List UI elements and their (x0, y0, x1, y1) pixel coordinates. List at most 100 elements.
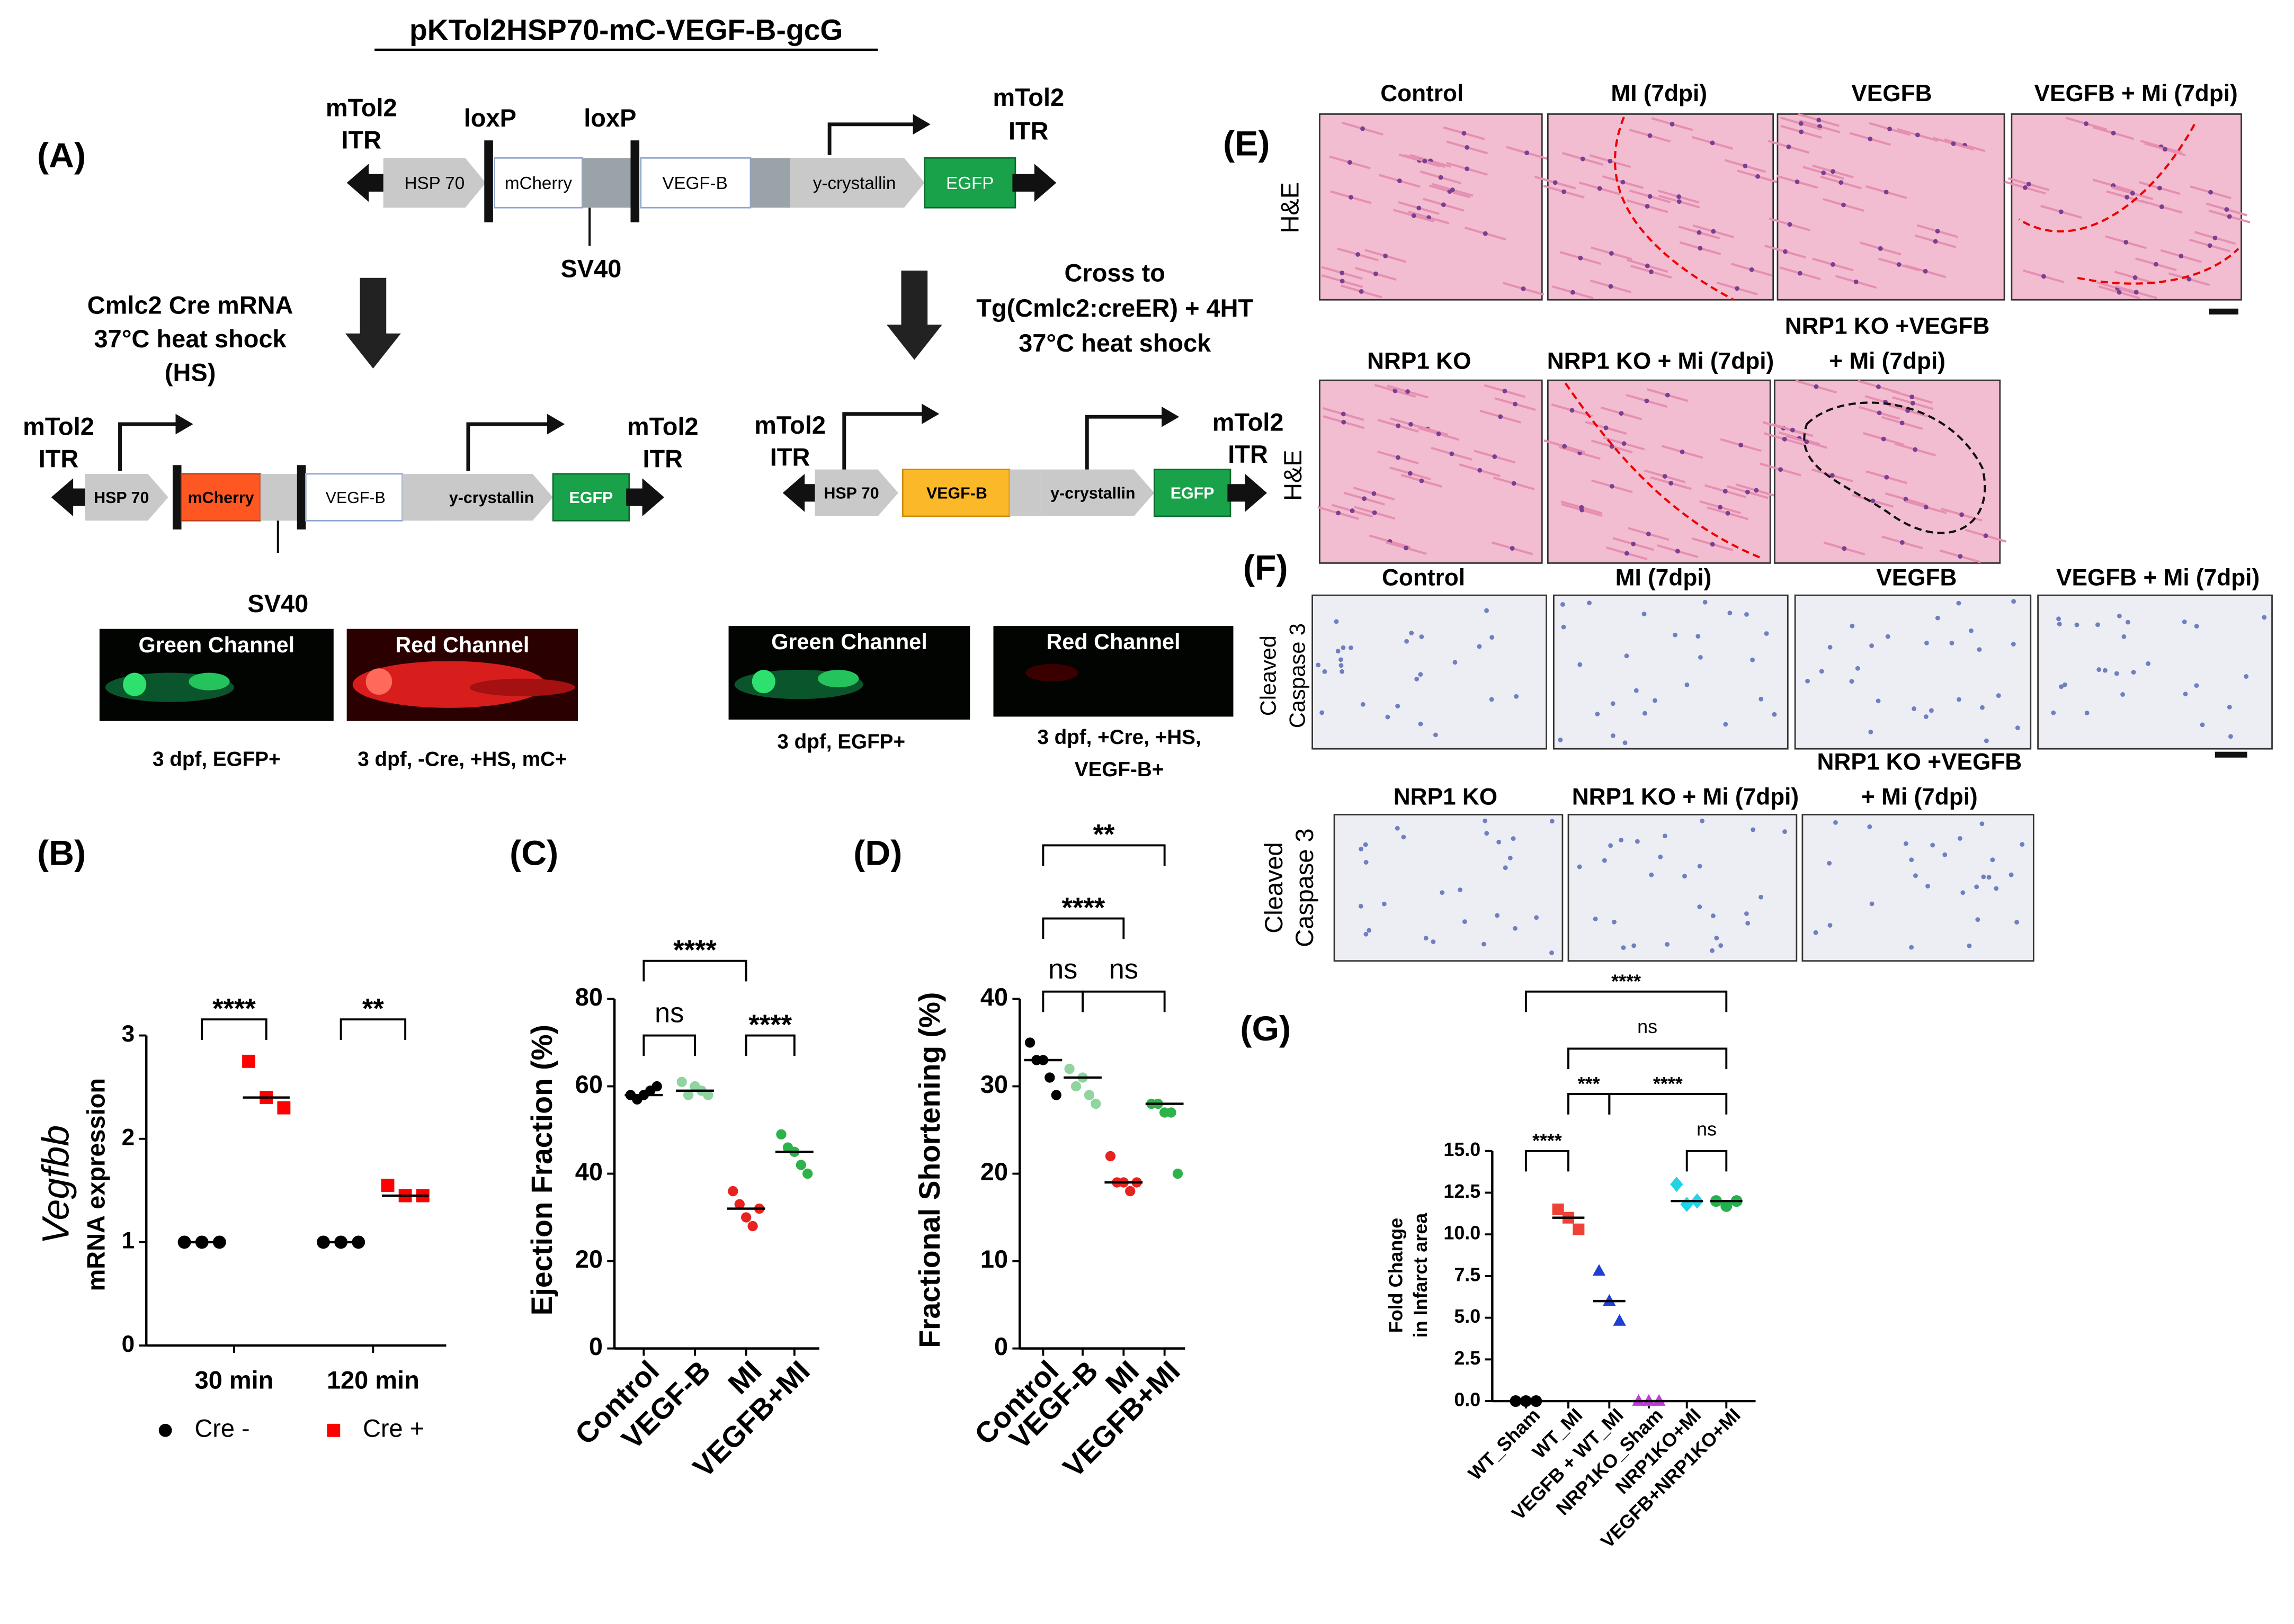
cell-nucleus (1986, 875, 1992, 880)
cell-nucleus (1850, 623, 1855, 629)
cell-nucleus (1969, 628, 1974, 633)
label: ITR (39, 444, 79, 472)
column-header: VEGFB + Mi (7dpi) (2056, 564, 2260, 590)
cell-nucleus (1514, 694, 1519, 699)
cell-nucleus (1440, 890, 1445, 895)
cell-nucleus (1597, 186, 1602, 191)
cell-nucleus (2011, 599, 2016, 604)
cell-nucleus (1772, 712, 1777, 717)
cell-nucleus (1929, 708, 1934, 713)
label: mTol2 (326, 94, 397, 122)
cell-nucleus (1319, 710, 1325, 715)
cell-nucleus (1608, 284, 1613, 289)
cell-nucleus (1750, 657, 1755, 662)
cell-nucleus (1786, 144, 1791, 149)
cell-nucleus (1653, 698, 1657, 703)
cell-nucleus (1723, 722, 1728, 727)
cell-nucleus (1979, 821, 1985, 827)
cell-nucleus (1710, 948, 1715, 953)
cell-nucleus (1697, 230, 1702, 235)
cell-nucleus (1395, 704, 1400, 708)
cell-nucleus (1483, 818, 1488, 823)
data-point (1552, 1203, 1564, 1216)
cell-nucleus (1341, 411, 1346, 417)
promoter-block (439, 473, 554, 521)
cell-nucleus (1755, 174, 1760, 179)
cell-nucleus (1868, 136, 1873, 141)
cell-nucleus (1983, 533, 1988, 539)
cell-nucleus (1363, 860, 1369, 865)
y-axis-label: Vegfbb (34, 1125, 77, 1244)
cell-nucleus (1698, 246, 1703, 251)
label: VEGF-B (662, 174, 727, 193)
infarct-outline (1613, 116, 1735, 301)
cell-nucleus (1675, 549, 1680, 554)
row-label: H&E (1279, 450, 1307, 501)
cell-nucleus (1350, 508, 1355, 514)
label: loxP (584, 104, 636, 132)
construct-block (640, 157, 752, 209)
label: 3 dpf, +Cre, +HS, (1037, 726, 1201, 749)
promoter-arrowhead (922, 403, 940, 424)
cell-nucleus (2208, 190, 2213, 195)
micrograph (1794, 594, 2032, 750)
significance-label: ns (1109, 954, 1138, 985)
cell-nucleus (1423, 936, 1429, 941)
construct-block (552, 473, 630, 522)
cell-nucleus (1909, 945, 1914, 950)
cell-nucleus (1673, 632, 1677, 638)
promoter-arrow (118, 422, 179, 471)
cell-nucleus (1461, 131, 1467, 136)
cell-nucleus (1885, 634, 1890, 639)
cell-nucleus (1821, 171, 1826, 175)
cell-nucleus (1635, 839, 1640, 844)
cell-nucleus (1913, 447, 1918, 452)
cell-nucleus (1887, 127, 1893, 132)
cell-nucleus (1510, 546, 1515, 551)
cell-nucleus (1561, 624, 1566, 630)
cell-nucleus (1341, 645, 1346, 650)
significance-bracket (1685, 1150, 1728, 1172)
cell-nucleus (1684, 682, 1690, 687)
cell-nucleus (1521, 286, 1526, 291)
label: VEGF-B (926, 484, 987, 503)
significance-label: ns (1697, 1119, 1717, 1140)
promoter-block (85, 473, 168, 521)
cell-nucleus (1587, 600, 1592, 606)
cell-nucleus (1503, 865, 1508, 871)
cell-nucleus (1367, 928, 1372, 933)
cell-nucleus (1912, 706, 1916, 711)
cell-nucleus (2121, 634, 2127, 639)
significance-bracket (642, 1034, 696, 1056)
cell-nucleus (1404, 545, 1408, 551)
cell-nucleus (1383, 253, 1388, 258)
scale-bar (2215, 751, 2247, 758)
data-point (683, 1090, 694, 1100)
label: y-crystallin (813, 174, 896, 193)
cell-nucleus (1700, 818, 1705, 823)
cell-nucleus (1923, 714, 1929, 719)
cell-nucleus (1338, 657, 1343, 662)
cell-nucleus (1641, 612, 1647, 616)
cell-nucleus (1896, 262, 1902, 267)
data-point (1166, 1107, 1176, 1118)
significance-bracket (642, 959, 747, 982)
cell-nucleus (1754, 488, 1759, 493)
loxp-bar (172, 465, 182, 530)
cell-nucleus (1798, 121, 1804, 126)
data-point (1592, 1264, 1606, 1276)
fluorescence-signal (469, 678, 575, 696)
data-point (676, 1076, 687, 1087)
cell-nucleus (2179, 254, 2184, 259)
cell-nucleus (1974, 884, 1979, 890)
cell-nucleus (2051, 710, 2056, 715)
cell-nucleus (1631, 541, 1636, 546)
cell-nucleus (2212, 235, 2218, 240)
cell-nucleus (1676, 199, 1682, 204)
micrograph (1774, 379, 2001, 564)
significance-label: *** (1578, 1073, 1600, 1094)
cell-nucleus (1560, 602, 1565, 607)
cell-nucleus (1558, 737, 1563, 742)
construct-block (260, 473, 297, 521)
cell-nucleus (1996, 693, 2001, 698)
